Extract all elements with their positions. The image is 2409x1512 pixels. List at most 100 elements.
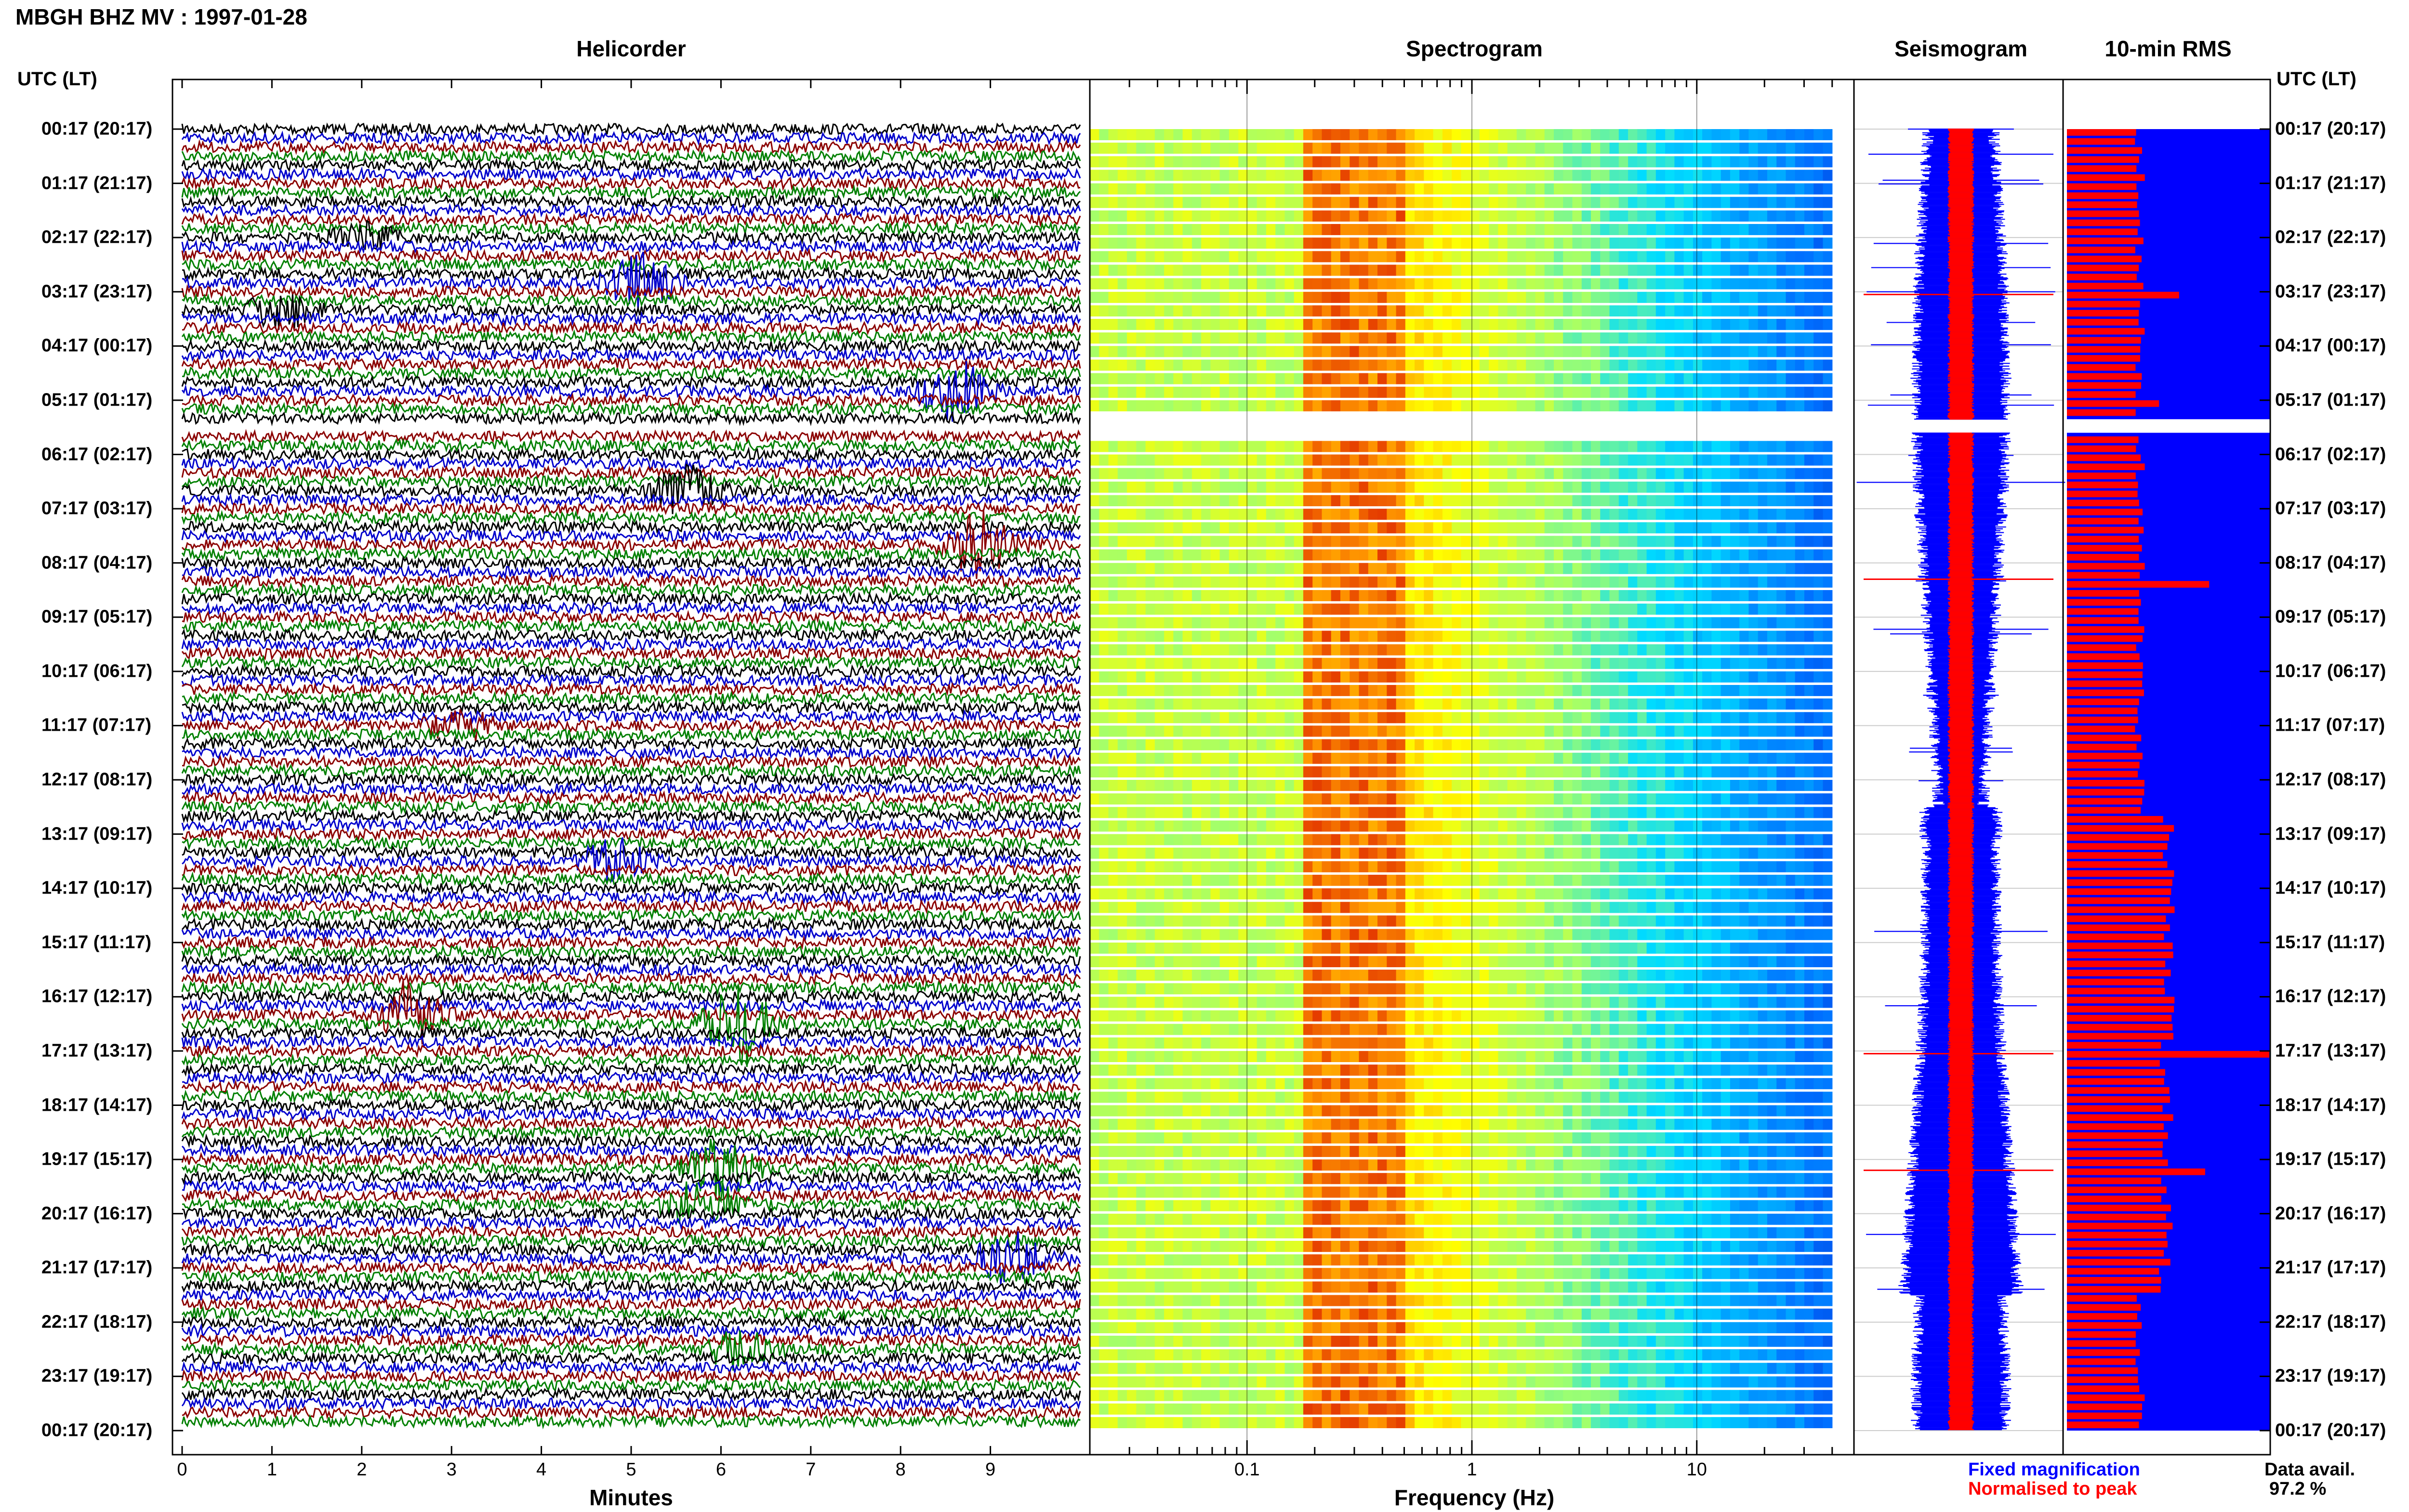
spectrogram-cell [1711,712,1721,723]
spectrogram-cell [1359,793,1369,805]
spectrogram-cell [1665,820,1675,832]
spectrogram-cell [1266,902,1276,913]
spectrogram-cell [1516,386,1526,398]
spectrogram-cell [1350,264,1360,276]
spectrogram-cell [1127,780,1137,791]
spectrogram-cell [1099,576,1109,588]
spectrogram-cell [1581,291,1591,303]
right-time-label: 05:17 (01:17) [2275,390,2386,410]
spectrogram-cell [1191,875,1202,886]
spectrogram-cell [1609,156,1619,168]
spectrogram-cell [1247,495,1257,506]
spectrogram-cell [1516,685,1526,697]
spectrogram-cell [1479,468,1489,479]
spectrogram-cell [1470,780,1480,791]
spectrogram-cell [1284,143,1295,154]
spectrogram-cell [1415,671,1424,683]
spectrogram-cell [1340,143,1350,154]
spectrogram-cell [1470,604,1480,615]
spectrogram-cell [1154,590,1165,602]
spectrogram-cell [1498,129,1508,141]
spectrogram-cell [1563,698,1573,710]
spectrogram-cell [1563,170,1573,181]
spectrogram-cell [1554,468,1563,479]
spectrogram-cell [1544,400,1554,411]
spectrogram-cell [1117,847,1127,859]
spectrogram-cell [1108,170,1118,181]
spectrogram-cell [1721,143,1731,154]
helicorder-trace [181,1025,1081,1041]
spectrogram-cell [1498,359,1508,371]
spectrogram-cell [1173,400,1183,411]
spectrogram-cell [1544,386,1554,398]
spectrogram-cell [1322,468,1332,479]
spectrogram-cell [1786,766,1796,777]
spectrogram-cell [1415,793,1424,805]
spectrogram-cell [1786,807,1796,818]
spectrogram-cell [1489,332,1499,344]
spectrogram-cell [1117,752,1127,764]
spectrogram-cell [1247,644,1257,656]
spectrogram-cell [1182,264,1192,276]
spectrogram-cell [1767,400,1777,411]
spectrogram-cell [1322,820,1332,832]
spectrogram-cell [1433,468,1443,479]
spectrogram-cell [1294,617,1304,629]
spectrogram-cell [1813,644,1824,656]
spectrogram-cell [1572,644,1582,656]
spectrogram-cell [1331,820,1341,832]
spectrogram-cell [1433,604,1443,615]
spectrogram-cell [1721,671,1731,683]
spectrogram-cell [1377,536,1387,547]
spectrogram-cell [1535,264,1545,276]
spectrogram-cell [1786,224,1796,236]
spectrogram-cell [1145,264,1155,276]
spectrogram-cell [1331,698,1341,710]
spectrogram-cell [1758,319,1768,330]
spectrogram-cell [1387,495,1397,506]
spectrogram-cell [1266,332,1276,344]
spectrogram-cell [1127,183,1137,195]
spectrogram-cell [1554,563,1563,574]
spectrogram-cell [1303,847,1313,859]
spectrogram-cell [1655,346,1666,357]
spectrogram-cell [1637,251,1647,263]
spectrogram-cell [1303,956,1313,967]
spectrogram-cell [1090,807,1099,818]
spectrogram-cell [1683,617,1694,629]
spectrogram-cell [1618,631,1628,642]
spectrogram-cell [1201,929,1211,940]
spectrogram-cell [1191,563,1202,574]
helicorder-trace [182,519,1081,535]
spectrogram-cell [1164,224,1174,236]
spectrogram-cell [1554,305,1563,316]
spectrogram-cell [1498,332,1508,344]
spectrogram-cell [1795,644,1805,656]
spectrogram-cell [1572,793,1582,805]
spectrogram-cell [1739,481,1749,493]
spectrogram-cell [1303,657,1313,669]
helicorder-trace [181,1170,1081,1186]
spectrogram-cell [1173,875,1183,886]
spectrogram-cell [1544,929,1554,940]
spectrogram-cell [1191,834,1202,845]
spectrogram-cell [1108,807,1118,818]
spectrogram-cell [1683,129,1694,141]
spectrogram-cell [1127,847,1137,859]
spectrogram-cell [1600,264,1610,276]
spectrogram-cell [1470,346,1480,357]
spectrogram-cell [1433,251,1443,263]
spectrogram-cell [1786,305,1796,316]
spectrogram-cell [1247,197,1257,208]
spectrogram-cell [1164,210,1174,222]
spectrogram-cell [1452,956,1461,967]
spectrogram-cell [1609,888,1619,900]
spectrogram-cell [1804,143,1814,154]
spectrogram-cell [1257,522,1267,534]
spectrogram-cell [1405,264,1415,276]
spectrogram-cell [1554,359,1563,371]
spectrogram-cell [1164,143,1174,154]
spectrogram-cell [1368,834,1378,845]
spectrogram-cell [1813,576,1824,588]
spectrogram-cell [1173,278,1183,289]
